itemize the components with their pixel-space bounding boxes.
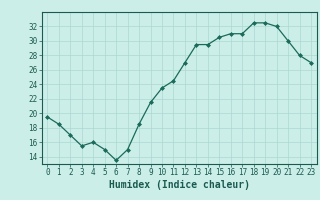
X-axis label: Humidex (Indice chaleur): Humidex (Indice chaleur): [109, 180, 250, 190]
